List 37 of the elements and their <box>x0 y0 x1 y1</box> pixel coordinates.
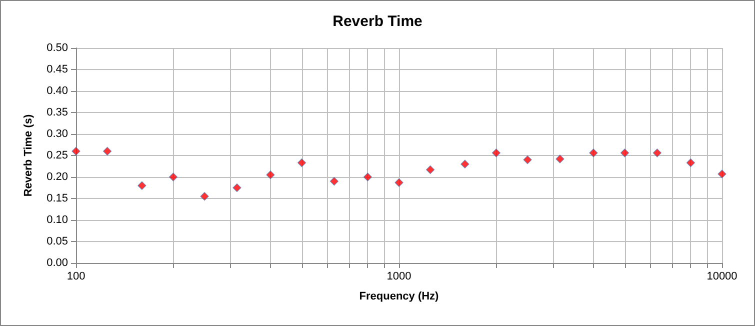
x-axis-title: Frequency (Hz) <box>359 290 440 302</box>
point <box>232 183 242 192</box>
y-tick-label: 0.00 <box>46 257 68 269</box>
point <box>718 170 726 178</box>
y-tick-label: 0.15 <box>46 192 68 204</box>
y-tick-label: 0.30 <box>46 128 68 140</box>
point <box>297 158 306 168</box>
point <box>330 177 338 186</box>
y-tick-label: 0.05 <box>46 236 68 248</box>
x-tick-label: 10000 <box>706 270 738 282</box>
y-axis-title: Reverb Time (s) <box>22 114 34 197</box>
x-tick-label: 1000 <box>386 270 412 282</box>
point <box>168 172 178 182</box>
point <box>363 172 372 182</box>
y-tick-label: 0.45 <box>46 64 68 76</box>
y-tick-label: 0.25 <box>46 150 68 162</box>
point <box>200 192 209 201</box>
point <box>686 158 695 168</box>
y-tick-label: 0.50 <box>46 42 68 54</box>
point <box>652 148 662 158</box>
point <box>523 156 532 164</box>
y-tick-label: 0.20 <box>46 171 68 183</box>
point <box>556 154 564 164</box>
point <box>394 178 404 187</box>
y-tick-label: 0.35 <box>46 106 68 118</box>
chart-title: Reverb Time <box>332 13 422 30</box>
point <box>460 160 470 168</box>
point <box>266 170 275 180</box>
point <box>589 148 598 158</box>
point <box>620 148 630 158</box>
y-tick-label: 0.40 <box>46 85 68 97</box>
y-tick-label: 0.10 <box>46 214 68 226</box>
point <box>426 165 435 174</box>
point <box>103 146 112 156</box>
point <box>72 146 80 156</box>
point <box>492 148 501 158</box>
x-tick-label: 100 <box>66 270 86 282</box>
